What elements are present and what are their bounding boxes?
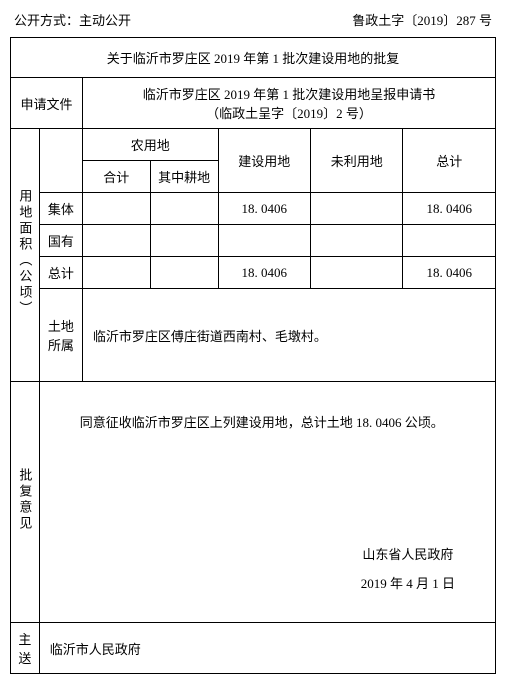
row-sum-farmtotal — [82, 257, 150, 289]
col-farm-total: 合计 — [82, 161, 150, 193]
row-sum-farmcult — [150, 257, 218, 289]
col-construction: 建设用地 — [218, 129, 310, 193]
header-line: 公开方式：主动公开 鲁政土字〔2019〕287 号 — [10, 10, 496, 29]
ownership-text: 临沂市罗庄区傅庄街道西南村、毛墩村。 — [82, 289, 495, 382]
cc-text: 临沂市人民政府 — [39, 623, 495, 674]
apply-doc-line2: （临政土呈字〔2019〕2 号） — [85, 103, 493, 122]
apply-doc-line1: 临沂市罗庄区 2019 年第 1 批次建设用地呈报申请书 — [85, 84, 493, 103]
apply-doc-label: 申请文件 — [11, 78, 83, 129]
row-state-farmtotal — [82, 225, 150, 257]
approval-cell: 同意征收临沂市罗庄区上列建设用地，总计土地 18. 0406 公顷。 山东省人民… — [39, 382, 495, 623]
col-farmland: 农用地 — [82, 129, 218, 161]
cc-label: 主送 — [11, 623, 40, 674]
row-state-unused — [311, 225, 403, 257]
row-collective-label: 集体 — [39, 193, 82, 225]
row-collective-grand: 18. 0406 — [403, 193, 496, 225]
doc-title: 关于临沂市罗庄区 2019 年第 1 批次建设用地的批复 — [11, 38, 496, 78]
row-collective-construction: 18. 0406 — [218, 193, 310, 225]
approval-signer: 山东省人民政府 — [361, 544, 455, 563]
ownership-label: 土地 所属 — [39, 289, 82, 382]
row-sum-label: 总计 — [39, 257, 82, 289]
col-farm-cultivated: 其中耕地 — [150, 161, 218, 193]
approval-label: 批复意见 — [11, 382, 40, 623]
row-collective-unused — [311, 193, 403, 225]
row-collective-farmcult — [150, 193, 218, 225]
main-table: 关于临沂市罗庄区 2019 年第 1 批次建设用地的批复 申请文件 临沂市罗庄区… — [10, 37, 496, 674]
apply-doc-content: 临沂市罗庄区 2019 年第 1 批次建设用地呈报申请书 （临政土呈字〔2019… — [82, 78, 495, 129]
col-grand: 总计 — [403, 129, 496, 193]
open-method: 公开方式：主动公开 — [14, 10, 131, 29]
row-state-farmcult — [150, 225, 218, 257]
row-collective-farmtotal — [82, 193, 150, 225]
row-state-grand — [403, 225, 496, 257]
row-sum-unused — [311, 257, 403, 289]
row-state-label: 国有 — [39, 225, 82, 257]
approval-body: 同意征收临沂市罗庄区上列建设用地，总计土地 18. 0406 公顷。 — [54, 412, 481, 431]
signature-block: 山东省人民政府 2019 年 4 月 1 日 — [361, 534, 455, 592]
row-sum-construction: 18. 0406 — [218, 257, 310, 289]
col-unused: 未利用地 — [311, 129, 403, 193]
approval-date: 2019 年 4 月 1 日 — [361, 573, 455, 592]
row-state-construction — [218, 225, 310, 257]
row-sum-grand: 18. 0406 — [403, 257, 496, 289]
land-area-label: 用地面积（公顷） — [11, 129, 40, 382]
doc-number: 鲁政土字〔2019〕287 号 — [352, 10, 492, 29]
